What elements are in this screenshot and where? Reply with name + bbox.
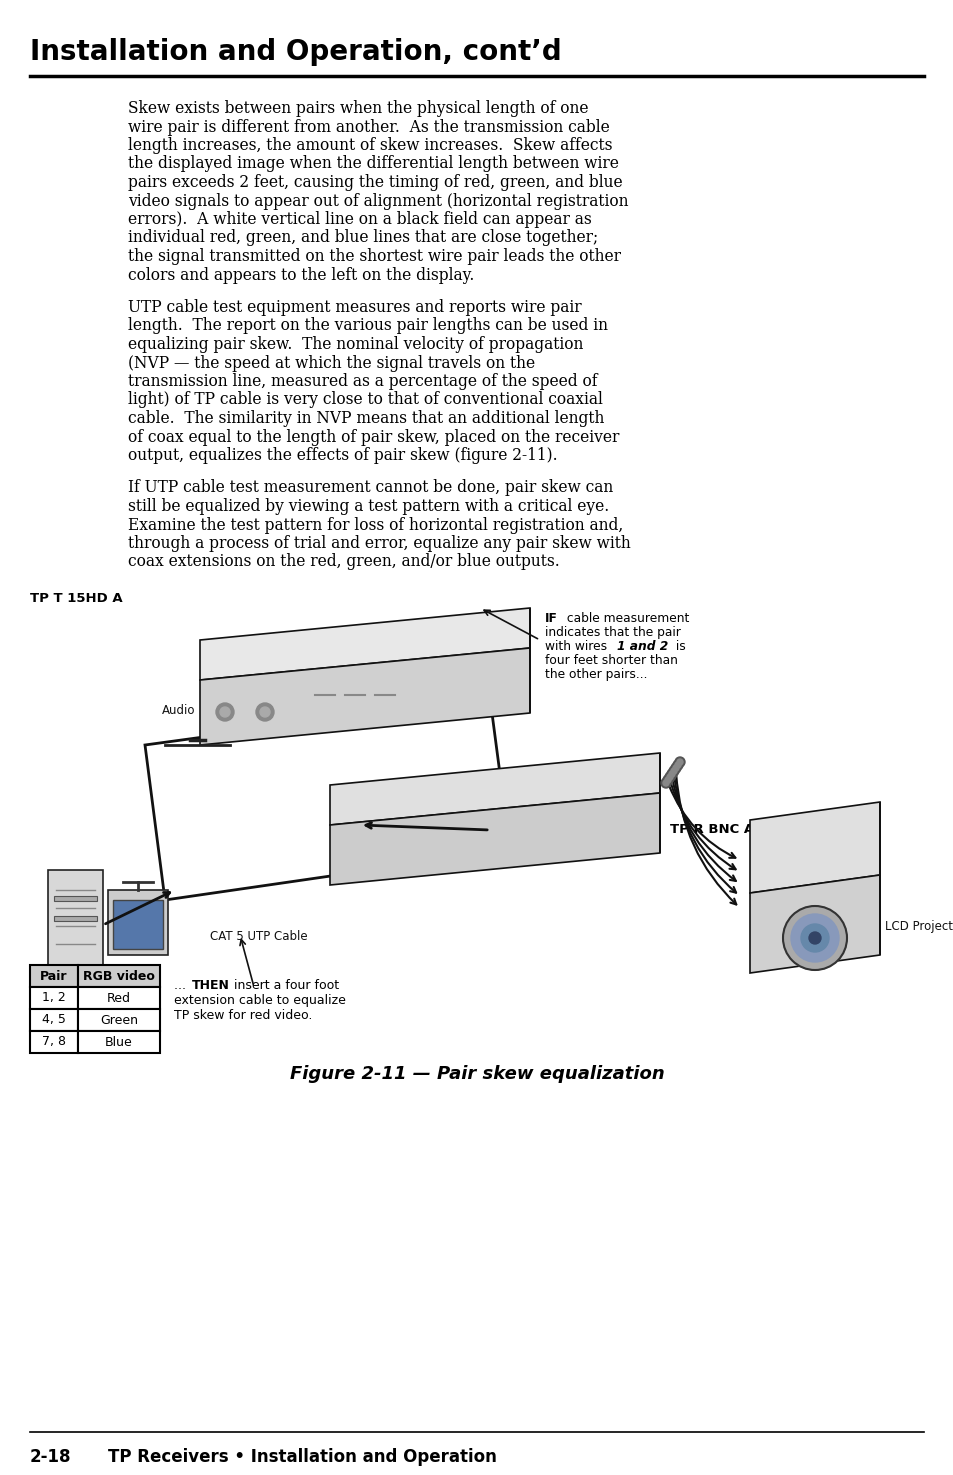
Text: UTP cable test equipment measures and reports wire pair: UTP cable test equipment measures and re… bbox=[128, 299, 581, 316]
Text: errors).  A white vertical line on a black field can appear as: errors). A white vertical line on a blac… bbox=[128, 211, 591, 229]
Polygon shape bbox=[200, 648, 530, 745]
Text: PC Computer: PC Computer bbox=[74, 990, 152, 1003]
Polygon shape bbox=[48, 870, 103, 979]
Text: individual red, green, and blue lines that are close together;: individual red, green, and blue lines th… bbox=[128, 230, 598, 246]
Circle shape bbox=[808, 932, 821, 944]
Bar bbox=[30, 1009, 78, 1031]
Text: cable measurement: cable measurement bbox=[562, 612, 689, 625]
Text: RGB video: RGB video bbox=[83, 969, 154, 982]
Circle shape bbox=[660, 777, 670, 788]
Text: Pair: Pair bbox=[40, 969, 68, 982]
Text: length.  The report on the various pair lengths can be used in: length. The report on the various pair l… bbox=[128, 317, 607, 335]
Circle shape bbox=[220, 707, 230, 717]
Circle shape bbox=[670, 763, 680, 773]
Text: Figure 2-11 — Pair skew equalization: Figure 2-11 — Pair skew equalization bbox=[290, 1065, 663, 1083]
Text: TP skew for red video.: TP skew for red video. bbox=[173, 1009, 312, 1022]
Text: still be equalized by viewing a test pattern with a critical eye.: still be equalized by viewing a test pat… bbox=[128, 499, 609, 515]
Circle shape bbox=[664, 777, 670, 783]
Text: Installation and Operation, cont’d: Installation and Operation, cont’d bbox=[30, 38, 561, 66]
Text: 4, 5: 4, 5 bbox=[42, 1013, 66, 1027]
Text: Examine the test pattern for loss of horizontal registration and,: Examine the test pattern for loss of hor… bbox=[128, 516, 622, 534]
Text: indicates that the pair: indicates that the pair bbox=[544, 625, 680, 639]
Text: the signal transmitted on the shortest wire pair leads the other: the signal transmitted on the shortest w… bbox=[128, 248, 620, 266]
Bar bbox=[78, 965, 160, 987]
Bar bbox=[112, 900, 163, 948]
Text: If UTP cable test measurement cannot be done, pair skew can: If UTP cable test measurement cannot be … bbox=[128, 479, 613, 497]
Text: with wires: with wires bbox=[544, 640, 610, 653]
Text: four feet shorter than: four feet shorter than bbox=[544, 653, 678, 667]
Circle shape bbox=[782, 906, 846, 971]
Polygon shape bbox=[749, 802, 879, 892]
Text: IF: IF bbox=[544, 612, 558, 625]
Text: Audio: Audio bbox=[161, 704, 194, 717]
Circle shape bbox=[666, 774, 672, 780]
Text: pairs exceeds 2 feet, causing the timing of red, green, and blue: pairs exceeds 2 feet, causing the timing… bbox=[128, 174, 622, 190]
Text: cable.  The similarity in NVP means that an additional length: cable. The similarity in NVP means that … bbox=[128, 410, 604, 426]
Text: CAT 5 UTP Cable: CAT 5 UTP Cable bbox=[210, 931, 307, 943]
Circle shape bbox=[668, 771, 675, 777]
Text: extension cable to equalize: extension cable to equalize bbox=[173, 994, 346, 1007]
Circle shape bbox=[790, 914, 838, 962]
Text: 2-18: 2-18 bbox=[30, 1448, 71, 1466]
Circle shape bbox=[677, 760, 682, 766]
Circle shape bbox=[664, 771, 675, 782]
Text: Skew exists between pairs when the physical length of one: Skew exists between pairs when the physi… bbox=[128, 100, 588, 117]
Text: length increases, the amount of skew increases.  Skew affects: length increases, the amount of skew inc… bbox=[128, 137, 612, 153]
Text: Red: Red bbox=[107, 991, 131, 1004]
Circle shape bbox=[672, 760, 682, 770]
Text: TP Receivers • Installation and Operation: TP Receivers • Installation and Operatio… bbox=[108, 1448, 497, 1466]
Circle shape bbox=[668, 766, 679, 776]
Text: coax extensions on the red, green, and/or blue outputs.: coax extensions on the red, green, and/o… bbox=[128, 553, 559, 571]
Text: transmission line, measured as a percentage of the speed of: transmission line, measured as a percent… bbox=[128, 373, 597, 389]
Text: ...: ... bbox=[173, 979, 190, 993]
Text: Green: Green bbox=[100, 1013, 138, 1027]
Text: light) of TP cable is very close to that of conventional coaxial: light) of TP cable is very close to that… bbox=[128, 391, 602, 409]
Bar bbox=[54, 916, 97, 920]
Circle shape bbox=[260, 707, 270, 717]
Text: through a process of trial and error, equalize any pair skew with: through a process of trial and error, eq… bbox=[128, 535, 630, 552]
Circle shape bbox=[215, 704, 233, 721]
Polygon shape bbox=[330, 754, 659, 825]
Text: 7, 8: 7, 8 bbox=[42, 1035, 66, 1049]
Text: colors and appears to the left on the display.: colors and appears to the left on the di… bbox=[128, 267, 474, 283]
Bar bbox=[30, 965, 78, 987]
Text: TP R BNC A: TP R BNC A bbox=[669, 823, 753, 836]
Text: video signals to appear out of alignment (horizontal registration: video signals to appear out of alignment… bbox=[128, 193, 628, 209]
Polygon shape bbox=[200, 608, 530, 680]
Bar bbox=[78, 987, 160, 1009]
Bar bbox=[78, 1031, 160, 1053]
Circle shape bbox=[255, 704, 274, 721]
Circle shape bbox=[675, 757, 684, 767]
Bar bbox=[30, 1031, 78, 1053]
Text: output, equalizes the effects of pair skew (figure 2-11).: output, equalizes the effects of pair sk… bbox=[128, 447, 558, 465]
Polygon shape bbox=[749, 875, 879, 974]
Text: TP T 15HD A: TP T 15HD A bbox=[30, 591, 123, 605]
Circle shape bbox=[672, 766, 679, 771]
Circle shape bbox=[662, 780, 668, 786]
Text: of coax equal to the length of pair skew, placed on the receiver: of coax equal to the length of pair skew… bbox=[128, 429, 618, 445]
Text: (NVP — the speed at which the signal travels on the: (NVP — the speed at which the signal tra… bbox=[128, 354, 535, 372]
Circle shape bbox=[662, 774, 672, 785]
Text: THEN: THEN bbox=[192, 979, 230, 993]
Text: 1 and 2: 1 and 2 bbox=[617, 640, 667, 653]
Text: is: is bbox=[671, 640, 685, 653]
Text: equalizing pair skew.  The nominal velocity of propagation: equalizing pair skew. The nominal veloci… bbox=[128, 336, 583, 353]
Bar bbox=[30, 987, 78, 1009]
Text: 1, 2: 1, 2 bbox=[42, 991, 66, 1004]
Circle shape bbox=[670, 768, 677, 774]
Circle shape bbox=[675, 763, 680, 768]
Bar bbox=[54, 895, 97, 901]
Text: the other pairs...: the other pairs... bbox=[544, 668, 647, 681]
Text: wire pair is different from another.  As the transmission cable: wire pair is different from another. As … bbox=[128, 118, 609, 136]
Polygon shape bbox=[330, 794, 659, 885]
Circle shape bbox=[801, 923, 828, 951]
Bar bbox=[78, 1009, 160, 1031]
Bar bbox=[108, 889, 168, 954]
Text: the displayed image when the differential length between wire: the displayed image when the differentia… bbox=[128, 155, 618, 173]
Text: LCD Projector: LCD Projector bbox=[884, 920, 953, 934]
Circle shape bbox=[666, 768, 677, 779]
Text: Blue: Blue bbox=[105, 1035, 132, 1049]
Text: insert a four foot: insert a four foot bbox=[230, 979, 338, 993]
